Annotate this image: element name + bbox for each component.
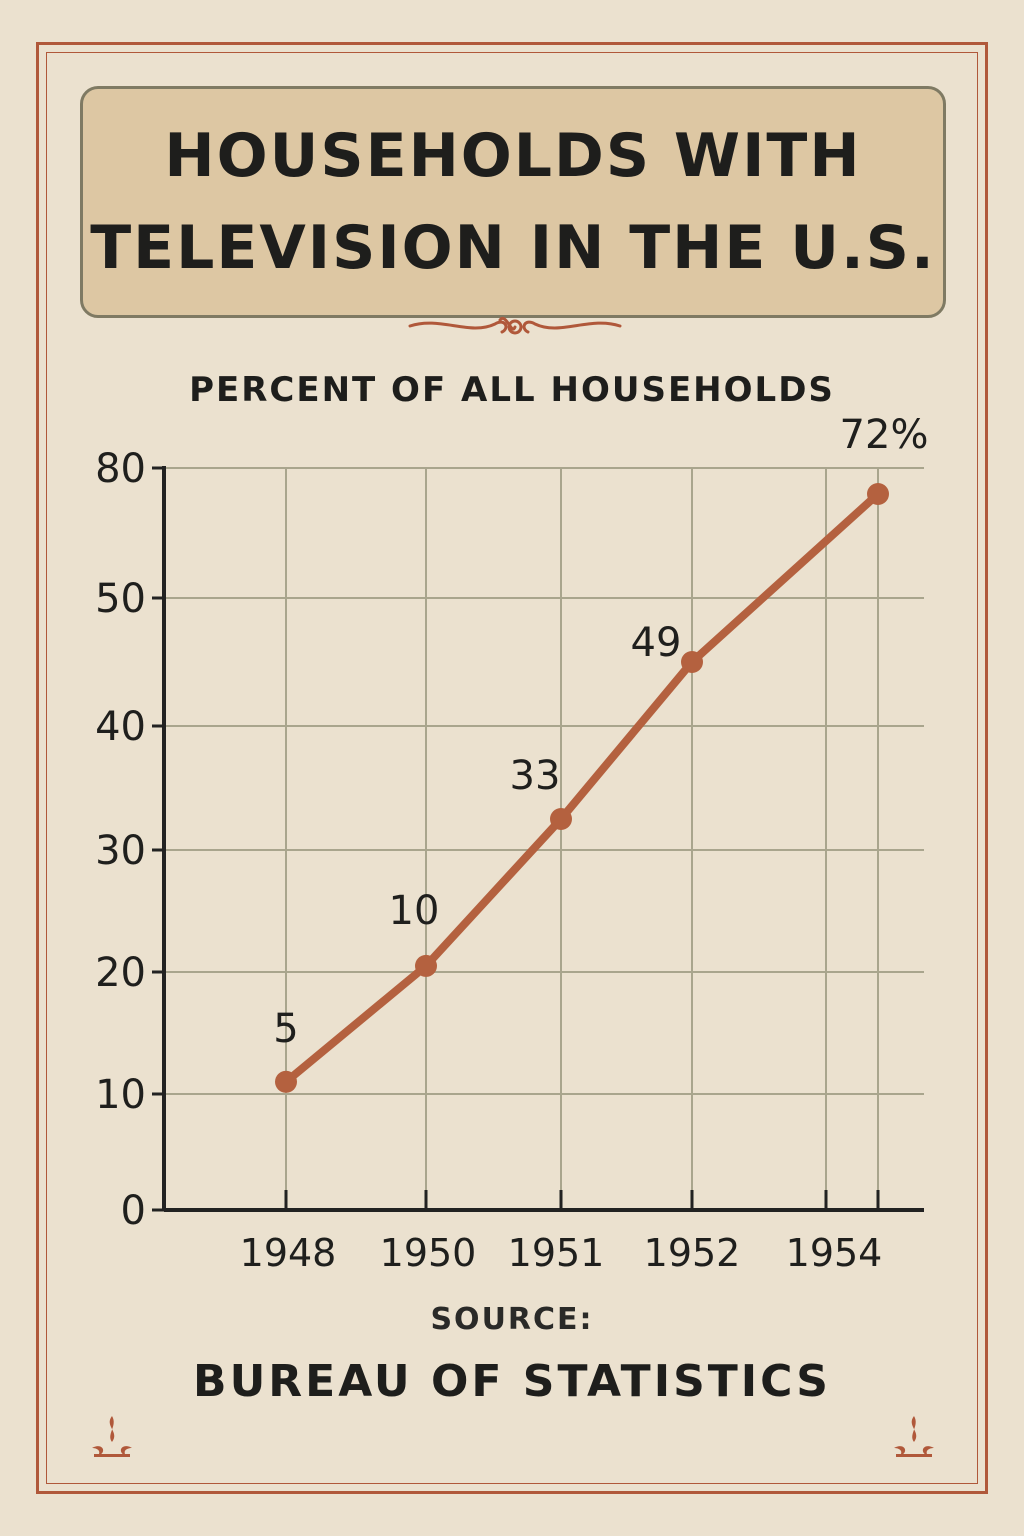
y-tick-label: 80 [95,446,146,492]
y-tick-label: 30 [95,828,146,874]
data-label: 33 [510,753,561,799]
data-label: 5 [273,1006,298,1052]
source-label: SOURCE: [430,1302,594,1337]
data-point [275,1070,297,1093]
title-line-1: HOUSEHOLDS WITH [164,121,862,191]
data-label: 10 [389,888,440,934]
inner-frame [46,52,978,1484]
outer-frame [36,42,988,1494]
data-point [415,954,437,977]
chart-axes [152,466,924,1212]
source-value: BUREAU OF STATISTICS [193,1356,831,1407]
y-tick-label: 10 [95,1072,146,1118]
data-point [550,808,572,830]
y-tick-labels: 0 10 20 30 40 50 80 [95,446,146,1234]
corner-ornament-left-icon [92,1416,132,1457]
x-tick-label: 1954 [786,1231,883,1275]
title-box: HOUSEHOLDS WITH TELEVISION IN THE U.S. [80,86,946,318]
data-label: 49 [631,620,682,666]
y-tick-label: 50 [95,576,146,622]
data-label: 72% [840,412,929,458]
x-tick-labels: 1948 1950 1951 1952 1954 [240,1231,883,1275]
data-point [867,483,889,505]
y-tick-label: 20 [95,950,146,996]
data-point [681,651,703,673]
y-tick-label: 0 [121,1188,146,1234]
data-labels: 5 10 33 49 72% [273,412,928,1052]
corner-ornament-right-icon [894,1416,934,1457]
chart-grid [164,467,924,1210]
title-line-2: TELEVISION IN THE U.S. [90,213,936,283]
x-tick-label: 1950 [380,1231,477,1275]
x-tick-label: 1952 [644,1231,741,1275]
x-tick-label: 1948 [240,1231,337,1275]
series-layer [275,483,889,1093]
flourish-ornament-icon [408,316,622,335]
series-line [282,490,882,1086]
y-axis-label: PERCENT OF ALL HOUSEHOLDS [189,370,835,410]
y-tick-label: 40 [95,704,146,750]
x-tick-label: 1951 [508,1231,605,1275]
